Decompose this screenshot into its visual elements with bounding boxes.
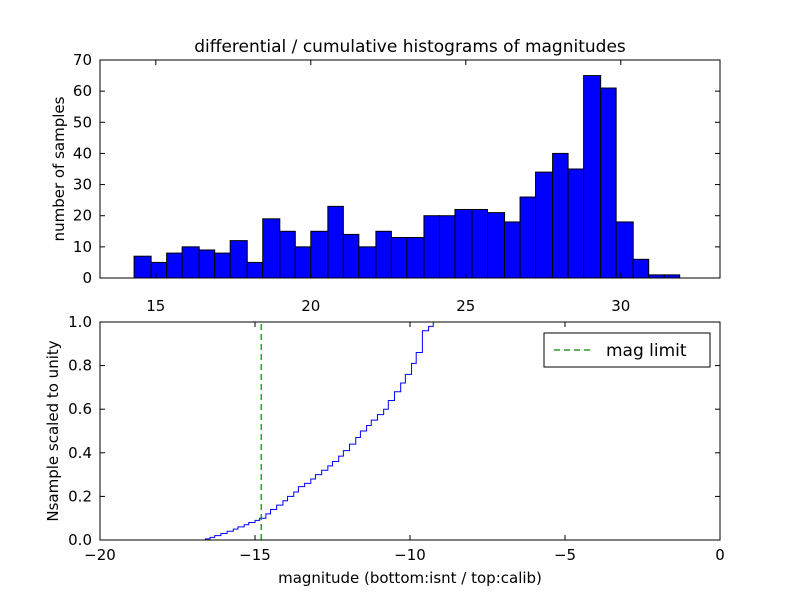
cumulative-step-line: [100, 321, 451, 541]
histogram-bar-18: [406, 237, 425, 279]
top-y-axis-label: number of samples: [50, 96, 68, 241]
histogram-bar-32: [632, 258, 650, 279]
bottom-ytick-label-0: 0.0: [68, 531, 92, 549]
top-ytick-label-4: 40: [73, 144, 92, 162]
bottom-y-ticks: 0.0 0.2 0.4 0.6 0.8 1.0: [68, 313, 720, 549]
histogram-bar-20: [438, 215, 456, 279]
histogram-bar-10: [279, 230, 296, 279]
chart-title: differential / cumulative histograms of …: [194, 37, 626, 57]
histogram-bar-3: [166, 252, 183, 279]
histogram-bar-15: [358, 246, 377, 279]
bottom-xtick-label-0: −20: [84, 546, 116, 564]
histogram-bar-6: [214, 252, 231, 279]
top-xtick-label-3: 30: [611, 297, 630, 315]
histogram-bar-16: [375, 230, 392, 279]
histogram-bar-25: [519, 196, 537, 279]
top-x-ticks: 15 20 25 30: [146, 60, 630, 315]
bottom-xtick-label-3: −5: [554, 546, 576, 564]
histogram-bar-13: [327, 205, 344, 279]
histogram-bars: [133, 75, 681, 279]
bottom-ytick-label-3: 0.6: [68, 400, 92, 418]
bottom-xtick-label-1: −15: [239, 546, 271, 564]
top-ytick-label-1: 10: [73, 238, 92, 256]
histogram-bar-23: [487, 212, 506, 279]
histogram-bar-19: [423, 215, 440, 279]
top-ytick-label-6: 60: [73, 82, 92, 100]
bottom-xtick-label-4: 0: [715, 546, 725, 564]
histogram-bar-5: [198, 249, 216, 279]
legend-box: [543, 332, 711, 368]
top-ytick-label-2: 20: [73, 207, 92, 225]
bottom-ytick-label-5: 1.0: [68, 313, 92, 331]
histogram-bar-11: [294, 246, 312, 279]
top-axes-frame: [99, 59, 721, 279]
histogram-bar-31: [615, 221, 634, 279]
top-xtick-label-0: 15: [146, 297, 165, 315]
histogram-bar-7: [229, 240, 248, 279]
histogram-bar-1: [133, 255, 152, 279]
legend: mag limit: [543, 332, 711, 368]
histogram-bar-24: [504, 221, 521, 279]
top-xtick-label-1: 20: [301, 297, 320, 315]
top-ytick-label-0: 0: [82, 269, 92, 287]
histogram-bar-21: [454, 208, 473, 279]
bottom-ytick-label-1: 0.2: [68, 487, 92, 505]
bottom-ytick-label-2: 0.4: [68, 444, 92, 462]
top-ytick-label-3: 30: [73, 176, 92, 194]
histogram-bar-30: [600, 87, 617, 279]
histogram-bar-2: [150, 261, 168, 279]
histogram-bar-22: [471, 208, 488, 279]
top-xtick-label-2: 25: [456, 297, 475, 315]
histogram-bar-28: [567, 168, 585, 279]
histogram-bar-27: [552, 152, 569, 279]
bottom-xtick-label-2: −10: [394, 546, 426, 564]
histogram-bar-8: [246, 261, 264, 279]
histogram-bar-12: [310, 230, 329, 279]
histogram-bar-14: [342, 233, 360, 279]
cumulative-panel: 0.0 0.2 0.4 0.6 0.8 1.0 −20 −15 −10 −5 0 magnitud…: [44, 313, 725, 587]
legend-label-mag-limit: mag limit: [606, 341, 687, 361]
bottom-x-ticks: −20 −15 −10 −5 0: [84, 322, 725, 564]
top-ytick-label-5: 50: [73, 113, 92, 131]
bottom-y-axis-label: Nsample scaled to unity: [44, 340, 62, 521]
histogram-bar-29: [583, 75, 602, 279]
histogram-bar-26: [535, 171, 554, 279]
bottom-x-axis-label: magnitude (bottom:isnt / top:calib): [278, 569, 542, 587]
histogram-panel: differential / cumulative histograms of …: [50, 37, 721, 315]
bottom-ytick-label-4: 0.8: [68, 357, 92, 375]
top-y-ticks: 0 10 20 30 40 50 60 70: [73, 51, 720, 287]
top-ytick-label-7: 70: [73, 51, 92, 69]
histogram-bar-17: [390, 237, 408, 279]
histogram-bar-4: [181, 246, 200, 279]
histogram-bar-9: [262, 218, 281, 279]
